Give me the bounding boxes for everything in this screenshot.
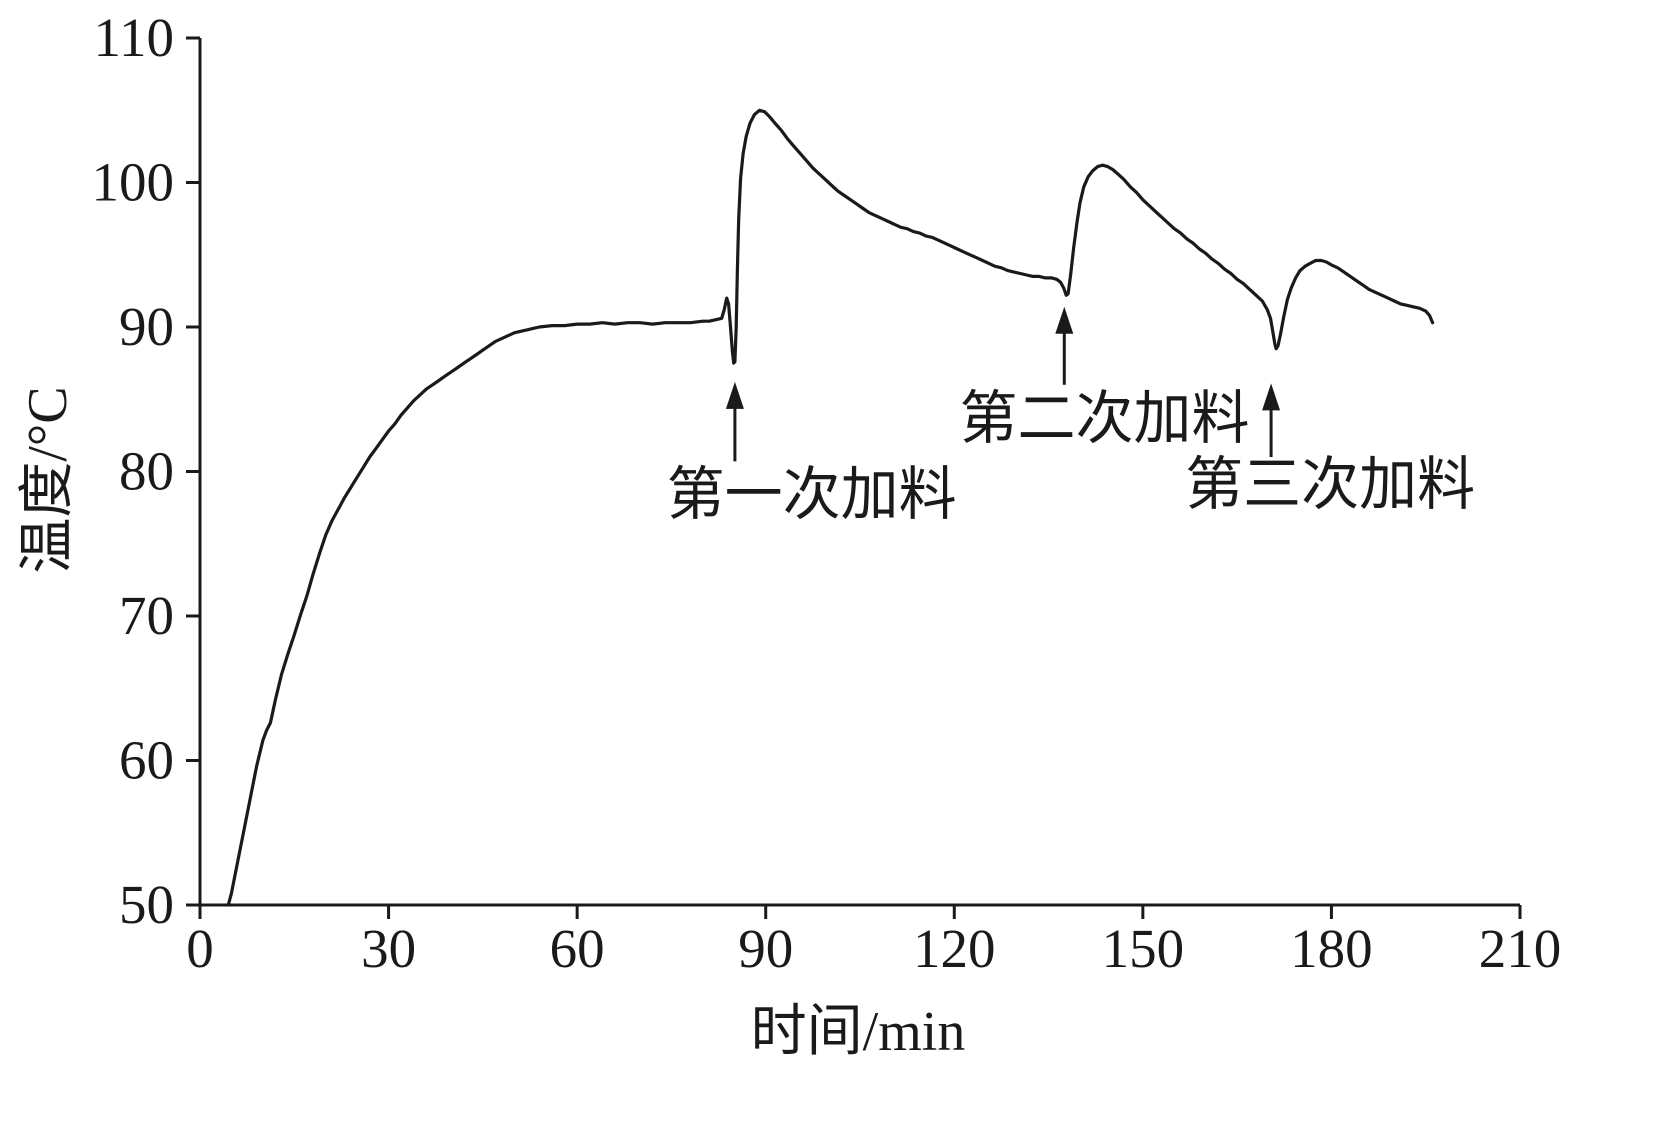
x-tick-label: 210 [1479, 918, 1562, 979]
y-tick-label: 110 [94, 7, 174, 68]
x-tick-label: 180 [1290, 918, 1373, 979]
x-tick-label: 0 [186, 918, 214, 979]
annotation-label-3: 第三次加料 [1185, 451, 1476, 517]
x-tick-label: 90 [738, 918, 793, 979]
x-tick-label: 30 [361, 918, 416, 979]
annotation-arrowhead-3 [1262, 383, 1281, 411]
y-tick-label: 90 [119, 296, 174, 357]
y-tick-label: 70 [119, 585, 174, 646]
x-tick-label: 120 [913, 918, 996, 979]
y-tick-label: 100 [92, 152, 175, 213]
y-tick-label: 80 [119, 441, 174, 502]
annotation-label-2: 第二次加料 [959, 386, 1250, 452]
annotation-arrowhead-2 [1055, 306, 1074, 334]
x-tick-label: 60 [550, 918, 605, 979]
y-axis-label: 温度/°C [17, 386, 79, 574]
annotation-arrowhead-1 [725, 381, 744, 409]
y-tick-label: 60 [119, 730, 174, 791]
annotation-label-1: 第一次加料 [666, 461, 957, 527]
x-axis-label: 时间/min [750, 1001, 966, 1063]
y-tick-label: 50 [119, 874, 174, 935]
temperature-curve [226, 108, 1435, 907]
x-tick-label: 150 [1102, 918, 1185, 979]
